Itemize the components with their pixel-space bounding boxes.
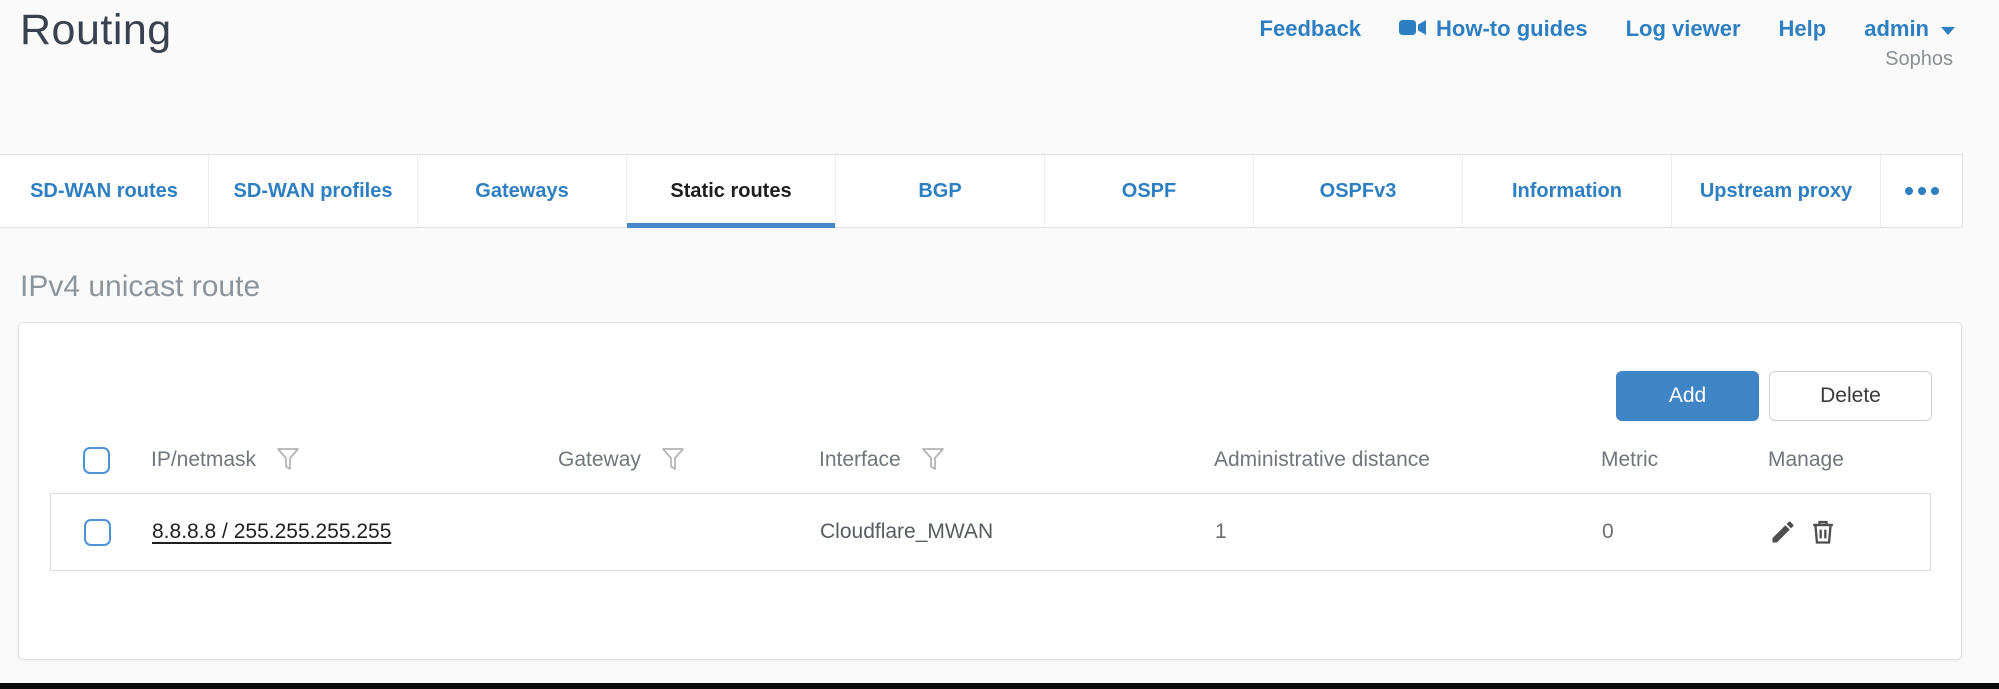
tab-gateways[interactable]: Gateways (418, 155, 627, 227)
filter-icon[interactable] (921, 447, 945, 478)
tab-ospfv3[interactable]: OSPFv3 (1254, 155, 1463, 227)
section-heading-ipv4-unicast-route: IPv4 unicast route (20, 270, 261, 303)
column-header-administrative-distance: Administrative distance (1214, 448, 1430, 471)
ellipsis-dot (1930, 187, 1939, 195)
routing-tab-bar: SD-WAN routes SD-WAN profiles Gateways S… (0, 154, 1963, 228)
tab-static-routes[interactable]: Static routes (627, 155, 836, 228)
top-navigation: Feedback How-to guides Log viewer Help a… (1260, 16, 1955, 42)
tab-sdwan-profiles[interactable]: SD-WAN profiles (209, 155, 418, 227)
delete-icon[interactable] (1809, 518, 1837, 546)
video-camera-icon (1399, 16, 1427, 42)
add-button[interactable]: Add (1616, 371, 1759, 421)
help-label: Help (1778, 16, 1827, 41)
column-header-manage: Manage (1768, 448, 1844, 471)
page-title: Routing (20, 6, 172, 54)
column-header-metric: Metric (1601, 448, 1659, 471)
admin-menu[interactable]: admin (1864, 16, 1955, 42)
tab-sdwan-routes[interactable]: SD-WAN routes (0, 155, 209, 227)
log-viewer-link[interactable]: Log viewer (1626, 16, 1741, 42)
chevron-down-icon (1941, 26, 1955, 35)
route-metric-value: 0 (1602, 520, 1614, 543)
route-admin-distance-value: 1 (1215, 520, 1227, 543)
delete-button[interactable]: Delete (1769, 371, 1932, 421)
edit-icon[interactable] (1769, 518, 1797, 546)
help-link[interactable]: Help (1779, 16, 1827, 42)
filter-icon[interactable] (661, 447, 685, 478)
column-header-gateway: Gateway (558, 448, 641, 471)
window-bottom-edge (0, 683, 1999, 689)
admin-menu-label: admin (1864, 16, 1929, 41)
select-all-checkbox[interactable] (83, 446, 110, 474)
filter-icon[interactable] (276, 447, 300, 478)
tab-ospf[interactable]: OSPF (1045, 155, 1254, 227)
table-row: 8.8.8.8 / 255.255.255.255 Cloudflare_MWA… (50, 493, 1931, 571)
feedback-link[interactable]: Feedback (1260, 16, 1362, 42)
route-ip-netmask-link[interactable]: 8.8.8.8 / 255.255.255.255 (152, 520, 392, 543)
row-checkbox[interactable] (84, 518, 111, 546)
more-tabs-icon[interactable] (1881, 155, 1962, 227)
route-interface-value: Cloudflare_MWAN (820, 520, 994, 543)
column-header-ip-netmask: IP/netmask (151, 448, 257, 471)
column-header-interface: Interface (819, 448, 901, 471)
feedback-link-label: Feedback (1259, 16, 1362, 41)
tab-information[interactable]: Information (1463, 155, 1672, 227)
brand-label: Sophos (1885, 48, 1953, 70)
tab-bgp[interactable]: BGP (836, 155, 1045, 227)
log-viewer-label: Log viewer (1625, 16, 1741, 41)
ipv4-unicast-route-panel: Add Delete IP/netmask Gateway Interface … (18, 322, 1962, 660)
howto-guides-link[interactable]: How-to guides (1399, 16, 1588, 42)
tab-upstream-proxy[interactable]: Upstream proxy (1672, 155, 1881, 227)
ellipsis-dot (1904, 187, 1913, 195)
howto-guides-label: How-to guides (1436, 16, 1588, 41)
table-header: IP/netmask Gateway Interface Administrat… (50, 438, 1931, 482)
ellipsis-dot (1917, 187, 1926, 195)
